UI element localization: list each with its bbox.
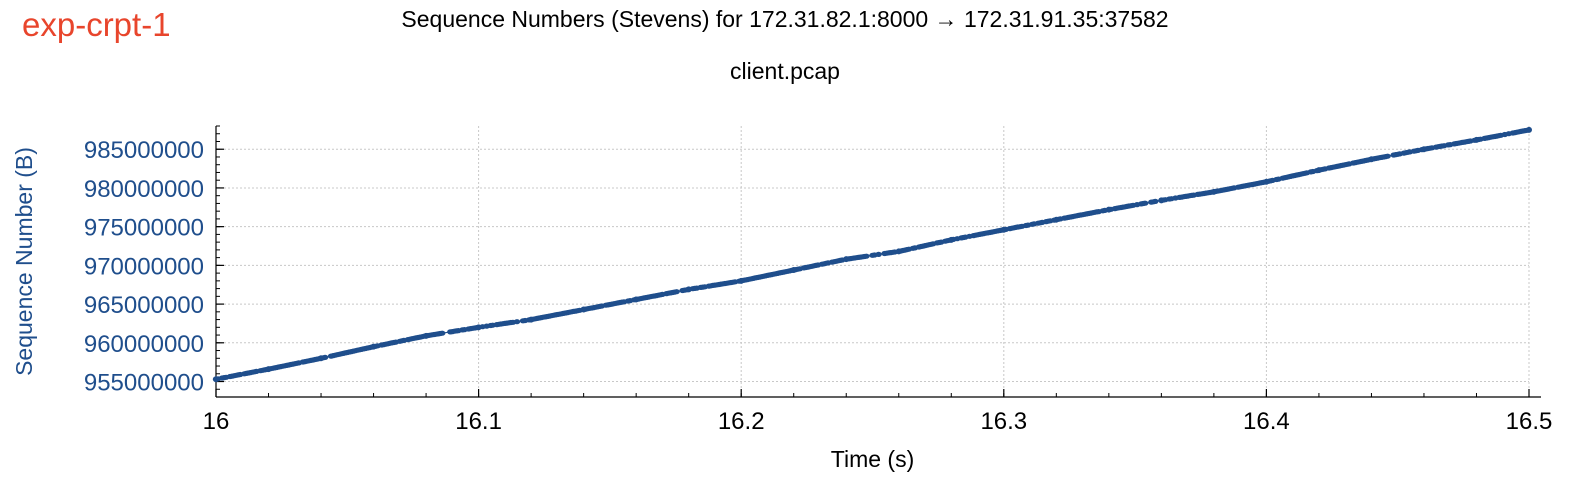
data-point xyxy=(738,277,745,284)
data-point xyxy=(790,267,797,274)
data-point xyxy=(475,324,482,331)
data-point xyxy=(1263,178,1270,185)
data-point xyxy=(863,253,870,259)
tick-labels: 16 16.1 16.2 16.3 16.4 16.5 955000000 960000000… xyxy=(84,137,1553,435)
y-axis-title: Sequence Number (B) xyxy=(11,147,37,376)
y-tick-label: 960000000 xyxy=(84,331,204,358)
data-point xyxy=(633,296,640,303)
data-point xyxy=(1315,167,1322,174)
x-tick-label: 16.2 xyxy=(718,408,765,435)
data-point xyxy=(685,286,692,293)
data-point xyxy=(528,316,535,323)
data-point xyxy=(265,366,272,373)
data-point xyxy=(318,355,325,362)
data-point xyxy=(1368,156,1375,163)
x-axis-title: Time (s) xyxy=(831,446,914,472)
data-point xyxy=(439,330,446,336)
y-tick-label: 975000000 xyxy=(84,215,204,242)
data-point xyxy=(1210,188,1217,195)
data-point xyxy=(895,248,902,255)
y-tick-label: 955000000 xyxy=(84,370,204,397)
data-point xyxy=(513,319,521,325)
data-point xyxy=(1526,126,1532,133)
chart-title-text: Sequence Numbers (Stevens) for 172.31.82… xyxy=(401,6,1169,32)
grid xyxy=(215,126,1530,397)
data-point xyxy=(423,332,430,339)
chart-title: Sequence Numbers (Stevens) for 172.31.82… xyxy=(0,6,1570,33)
data-point xyxy=(1105,206,1112,213)
data-point xyxy=(1473,136,1480,143)
data-point xyxy=(1420,146,1427,153)
data-point xyxy=(1158,197,1165,204)
data-point xyxy=(948,236,955,243)
data-point xyxy=(673,289,680,295)
x-tick-label: 16 xyxy=(203,408,230,435)
data-point xyxy=(1384,153,1391,159)
y-tick-label: 980000000 xyxy=(84,176,204,203)
data-point xyxy=(875,251,882,257)
data-point xyxy=(213,376,219,383)
chart-subtitle: client.pcap xyxy=(730,58,840,84)
data-point xyxy=(843,256,850,263)
y-tick-label: 970000000 xyxy=(84,253,204,280)
y-tick-label: 965000000 xyxy=(84,292,204,319)
y-tick-label: 985000000 xyxy=(84,137,204,164)
data-point xyxy=(1152,198,1159,204)
x-tick-label: 16.1 xyxy=(455,408,502,435)
x-tick-label: 16.3 xyxy=(980,408,1027,435)
x-tick-label: 16.4 xyxy=(1243,408,1290,435)
data-point xyxy=(370,343,377,350)
data-point xyxy=(580,306,587,313)
x-tick-label: 16.5 xyxy=(1506,408,1553,435)
series xyxy=(212,126,1532,383)
data-point xyxy=(1000,226,1007,233)
data-point xyxy=(1053,216,1060,223)
minor-ticks xyxy=(215,125,1530,398)
experiment-label: exp-crpt-1 xyxy=(22,6,171,43)
data-point xyxy=(1142,200,1149,206)
